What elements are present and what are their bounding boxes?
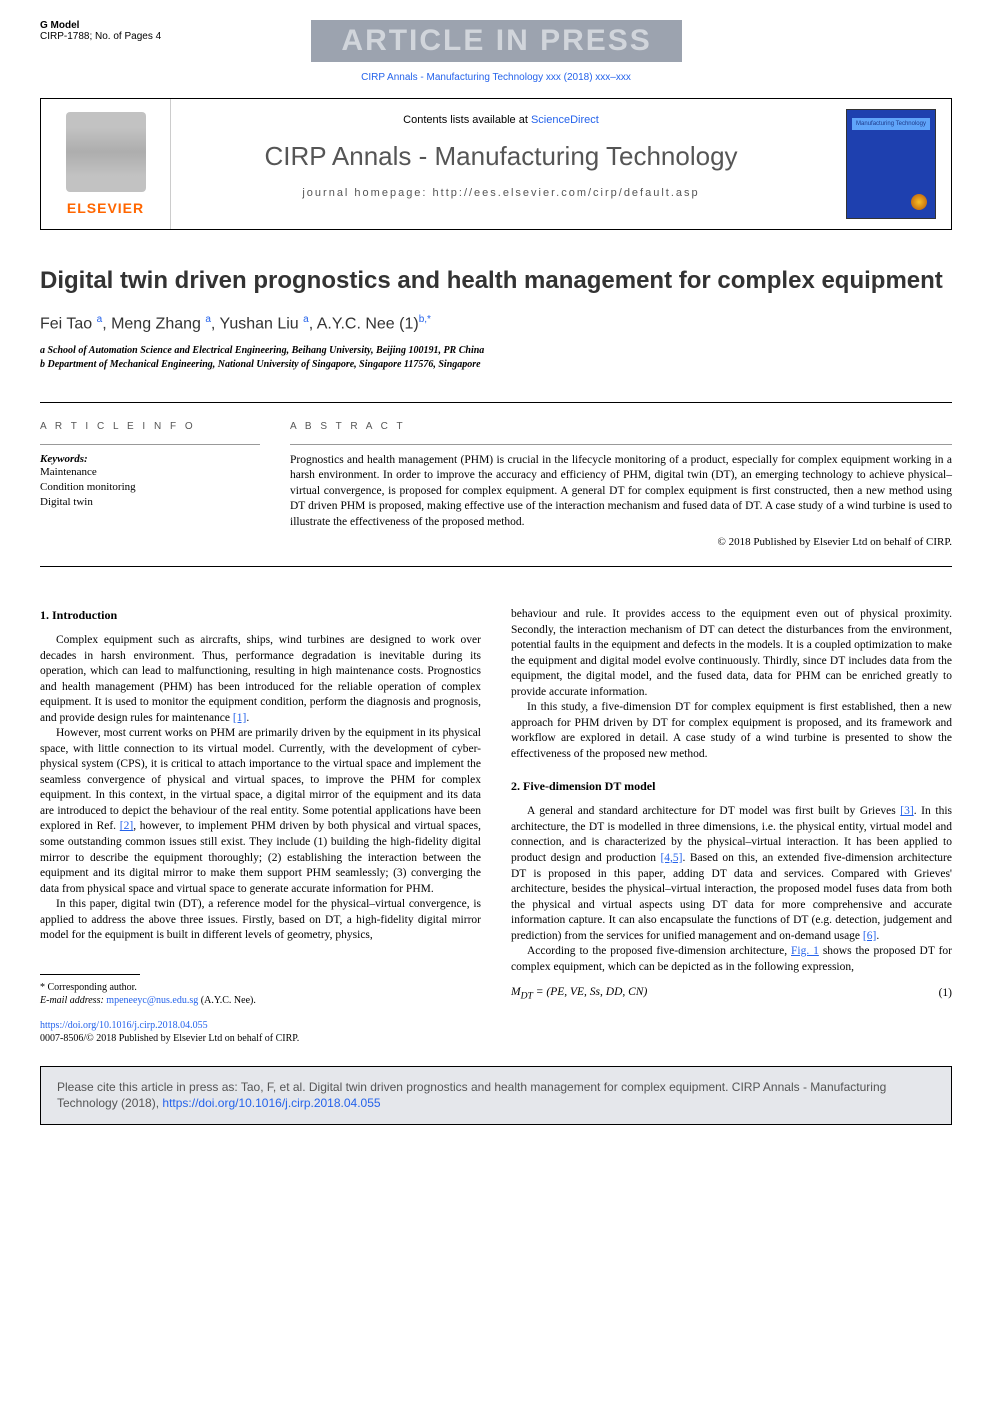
left-column: 1. Introduction Complex equipment such a… xyxy=(40,607,481,1046)
email-suffix: (A.Y.C. Nee). xyxy=(198,995,256,1006)
abstract-block: A B S T R A C T Prognostics and health m… xyxy=(290,421,952,549)
citebox-doi-link[interactable]: https://doi.org/10.1016/j.cirp.2018.04.0… xyxy=(162,1096,380,1110)
doc-id: CIRP-1788; No. of Pages 4 xyxy=(40,31,161,42)
authors-line: Fei Tao a, Meng Zhang a, Yushan Liu a, A… xyxy=(40,314,952,333)
affiliations: a School of Automation Science and Elect… xyxy=(40,344,952,372)
body-columns: 1. Introduction Complex equipment such a… xyxy=(40,607,952,1046)
affil-sup: a xyxy=(205,314,211,325)
doi-link[interactable]: https://doi.org/10.1016/j.cirp.2018.04.0… xyxy=(40,1020,208,1031)
info-abstract-row: A R T I C L E I N F O Keywords: Maintena… xyxy=(40,402,952,568)
info-divider xyxy=(40,444,260,445)
cover-globe-icon xyxy=(911,194,927,210)
doi-block: https://doi.org/10.1016/j.cirp.2018.04.0… xyxy=(40,1019,481,1046)
section-1-heading: 1. Introduction xyxy=(40,607,481,623)
article-in-press-banner: ARTICLE IN PRESS xyxy=(311,20,681,62)
gmodel-label: G Model xyxy=(40,20,161,31)
corresponding-author: * Corresponding author. xyxy=(40,981,481,994)
citation-box: Please cite this article in press as: Ta… xyxy=(40,1066,952,1126)
keyword: Condition monitoring xyxy=(40,480,260,495)
elsevier-wordmark: ELSEVIER xyxy=(67,200,144,216)
issn-line: 0007-8506/© 2018 Published by Elsevier L… xyxy=(40,1033,299,1044)
equation-number: (1) xyxy=(939,986,952,1002)
abstract-heading: A B S T R A C T xyxy=(290,421,952,432)
journal-center: Contents lists available at ScienceDirec… xyxy=(171,99,831,229)
figure-link[interactable]: Fig. 1 xyxy=(791,945,819,957)
elsevier-logo-block: ELSEVIER xyxy=(41,99,171,229)
article-title: Digital twin driven prognostics and heal… xyxy=(40,265,952,296)
cover-thumbnail: Manufacturing Technology xyxy=(846,109,936,219)
affil-sup: a xyxy=(303,314,309,325)
affil-b: b Department of Mechanical Engineering, … xyxy=(40,358,952,372)
affil-sup: a xyxy=(97,314,103,325)
equation-row: MDT = (PE, VE, Ss, DD, CN) (1) xyxy=(511,985,952,1003)
body-paragraph: behaviour and rule. It provides access t… xyxy=(511,607,952,700)
citation-line: CIRP Annals - Manufacturing Technology x… xyxy=(40,72,952,83)
abstract-text: Prognostics and health management (PHM) … xyxy=(290,453,952,531)
article-info-block: A R T I C L E I N F O Keywords: Maintena… xyxy=(40,421,260,549)
copyright-line: © 2018 Published by Elsevier Ltd on beha… xyxy=(290,536,952,548)
equation: MDT = (PE, VE, Ss, DD, CN) xyxy=(511,985,647,1003)
body-paragraph: In this study, a five-dimension DT for c… xyxy=(511,700,952,762)
journal-header: ELSEVIER Contents lists available at Sci… xyxy=(40,98,952,230)
cover-thumb-label: Manufacturing Technology xyxy=(852,118,930,130)
footnote-separator xyxy=(40,974,140,975)
page-container: G Model CIRP-1788; No. of Pages 4 ARTICL… xyxy=(0,0,992,1145)
keyword: Digital twin xyxy=(40,495,260,510)
article-info-heading: A R T I C L E I N F O xyxy=(40,421,260,432)
right-column: behaviour and rule. It provides access t… xyxy=(511,607,952,1046)
header-top: G Model CIRP-1788; No. of Pages 4 ARTICL… xyxy=(40,20,952,62)
email-link[interactable]: mpeneeyc@nus.edu.sg xyxy=(106,995,198,1006)
ref-link[interactable]: [4,5] xyxy=(660,852,682,864)
journal-homepage: journal homepage: http://ees.elsevier.co… xyxy=(186,187,816,199)
ref-link[interactable]: [2] xyxy=(120,820,133,832)
contents-available: Contents lists available at ScienceDirec… xyxy=(186,114,816,126)
body-paragraph: However, most current works on PHM are p… xyxy=(40,726,481,897)
keywords-label: Keywords: xyxy=(40,453,260,465)
contents-prefix: Contents lists available at xyxy=(403,114,531,126)
body-paragraph: According to the proposed five-dimension… xyxy=(511,944,952,975)
email-label: E-mail address: xyxy=(40,995,106,1006)
affil-sup: b,* xyxy=(419,314,431,325)
ref-link[interactable]: [6] xyxy=(863,930,876,942)
keyword: Maintenance xyxy=(40,465,260,480)
affil-a: a School of Automation Science and Elect… xyxy=(40,344,952,358)
sciencedirect-link[interactable]: ScienceDirect xyxy=(531,114,599,126)
email-line: E-mail address: mpeneeyc@nus.edu.sg (A.Y… xyxy=(40,994,481,1007)
elsevier-tree-icon xyxy=(66,112,146,192)
gmodel-block: G Model CIRP-1788; No. of Pages 4 xyxy=(40,20,161,42)
ref-link[interactable]: [1] xyxy=(233,712,246,724)
ref-link[interactable]: [3] xyxy=(900,805,913,817)
body-paragraph: A general and standard architecture for … xyxy=(511,804,952,944)
journal-name: CIRP Annals - Manufacturing Technology xyxy=(186,141,816,172)
section-2-heading: 2. Five-dimension DT model xyxy=(511,778,952,794)
abstract-divider xyxy=(290,444,952,445)
body-paragraph: Complex equipment such as aircrafts, shi… xyxy=(40,633,481,726)
body-paragraph: In this paper, digital twin (DT), a refe… xyxy=(40,897,481,944)
journal-cover-block: Manufacturing Technology xyxy=(831,99,951,229)
